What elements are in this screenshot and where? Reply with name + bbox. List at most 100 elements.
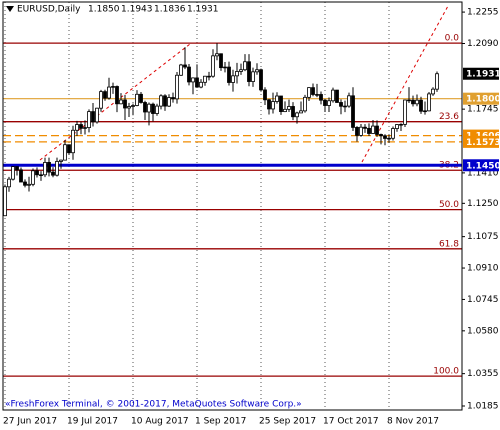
candle-body — [19, 169, 23, 183]
y-tick-label: 1.1410 — [467, 168, 499, 178]
x-tick-label: 25 Sep 2017 — [259, 417, 316, 427]
candle-body — [295, 112, 299, 118]
candle-body — [315, 94, 319, 96]
candle-body — [199, 81, 203, 88]
candle-body — [399, 123, 403, 126]
candle-body — [255, 69, 259, 73]
symbol-icon — [6, 6, 14, 12]
candle-body — [43, 162, 47, 176]
candle-body — [107, 86, 111, 99]
candle-body — [79, 124, 83, 129]
candle-body — [127, 106, 131, 109]
candle-body — [151, 103, 155, 114]
candle-body — [223, 66, 227, 69]
candle-body — [351, 95, 355, 128]
x-tick-label: 8 Nov 2017 — [387, 417, 439, 427]
plot-frame — [2, 1, 463, 411]
y-tick-label: 1.1075 — [467, 232, 499, 242]
x-tick-label: 1 Sep 2017 — [195, 417, 246, 427]
ohlc-close: 1.1931 — [187, 5, 219, 15]
price-box — [463, 135, 499, 148]
candle-body — [191, 77, 195, 83]
candles — [3, 43, 439, 217]
candle-body — [247, 61, 251, 82]
candle-body — [167, 97, 171, 107]
candle-body — [415, 99, 419, 105]
candle-body — [63, 144, 67, 161]
candle-body — [39, 174, 43, 176]
candle-body — [15, 166, 19, 171]
candle-body — [335, 89, 339, 103]
candle-body — [159, 95, 163, 107]
candle-body — [271, 101, 275, 110]
candle-body — [359, 126, 363, 136]
y-tick-label: 1.1745 — [467, 105, 499, 115]
candle-body — [183, 64, 187, 68]
candle-body — [299, 110, 303, 114]
fib-label: 61.8 — [439, 239, 459, 249]
candle-body — [239, 69, 243, 72]
candle-body — [423, 110, 427, 113]
candle-body — [111, 86, 115, 88]
fib-label: 23.6 — [439, 112, 459, 122]
candle-body — [259, 69, 263, 91]
price-box-label: 1.1800 — [466, 95, 500, 105]
candle-body — [103, 91, 107, 99]
y-tick-label: 1.1250 — [467, 199, 499, 209]
y-tick-label: 1.2255 — [467, 8, 499, 18]
candle-body — [319, 94, 323, 101]
candle-body — [67, 144, 71, 154]
price-box-label: 1.1931 — [466, 70, 500, 80]
candle-body — [403, 99, 407, 125]
candle-body — [363, 126, 367, 129]
fib-label: 0.0 — [445, 34, 460, 44]
candle-body — [87, 111, 91, 128]
fib-label: 100.0 — [433, 367, 459, 377]
candle-body — [91, 111, 95, 123]
candle-body — [307, 87, 311, 98]
candle-body — [51, 171, 55, 176]
price-axis: 27 Jun 2017 19 Jul 2017 10 Aug 2017 1 Sep 2… — [3, 8, 500, 427]
candle-body — [279, 95, 283, 113]
y-tick-label: 1.0355 — [467, 369, 499, 379]
candle-body — [3, 186, 7, 217]
candle-body — [431, 88, 435, 95]
candle-body — [411, 99, 415, 105]
candle-body — [275, 95, 279, 102]
candle-body — [395, 124, 399, 129]
y-tick-label: 1.0910 — [467, 264, 499, 274]
candle-body — [407, 99, 411, 102]
ohlc-low: 1.1836 — [154, 5, 186, 15]
candle-body — [203, 75, 207, 83]
y-tick-label: 1.0185 — [467, 402, 499, 412]
candle-body — [219, 53, 223, 69]
candle-body — [135, 93, 139, 106]
candle-body — [211, 55, 215, 77]
candle-body — [343, 105, 347, 108]
candle-body — [383, 135, 387, 139]
candle-body — [11, 166, 15, 180]
candle-body — [83, 127, 87, 129]
candle-body — [71, 129, 75, 154]
y-tick-label: 1.0580 — [467, 326, 499, 336]
candle-body — [267, 99, 271, 110]
candle-body — [323, 99, 327, 106]
candle-body — [155, 105, 159, 114]
ohlc-high: 1.1943 — [121, 5, 153, 15]
y-tick-label: 1.0745 — [467, 295, 499, 305]
candle-body — [327, 100, 331, 106]
candle-body — [311, 87, 315, 95]
candle-body — [31, 170, 35, 185]
candle-body — [207, 75, 211, 78]
candle-body — [263, 89, 267, 101]
candle-body — [371, 125, 375, 134]
candle-body — [375, 125, 379, 135]
x-tick-label: 19 Jul 2017 — [67, 417, 118, 427]
candle-body — [95, 107, 99, 123]
candle-body — [143, 102, 147, 113]
candle-body — [115, 86, 119, 105]
candle-body — [339, 102, 343, 107]
candle-body — [123, 99, 127, 109]
x-tick-label: 10 Aug 2017 — [131, 417, 189, 427]
